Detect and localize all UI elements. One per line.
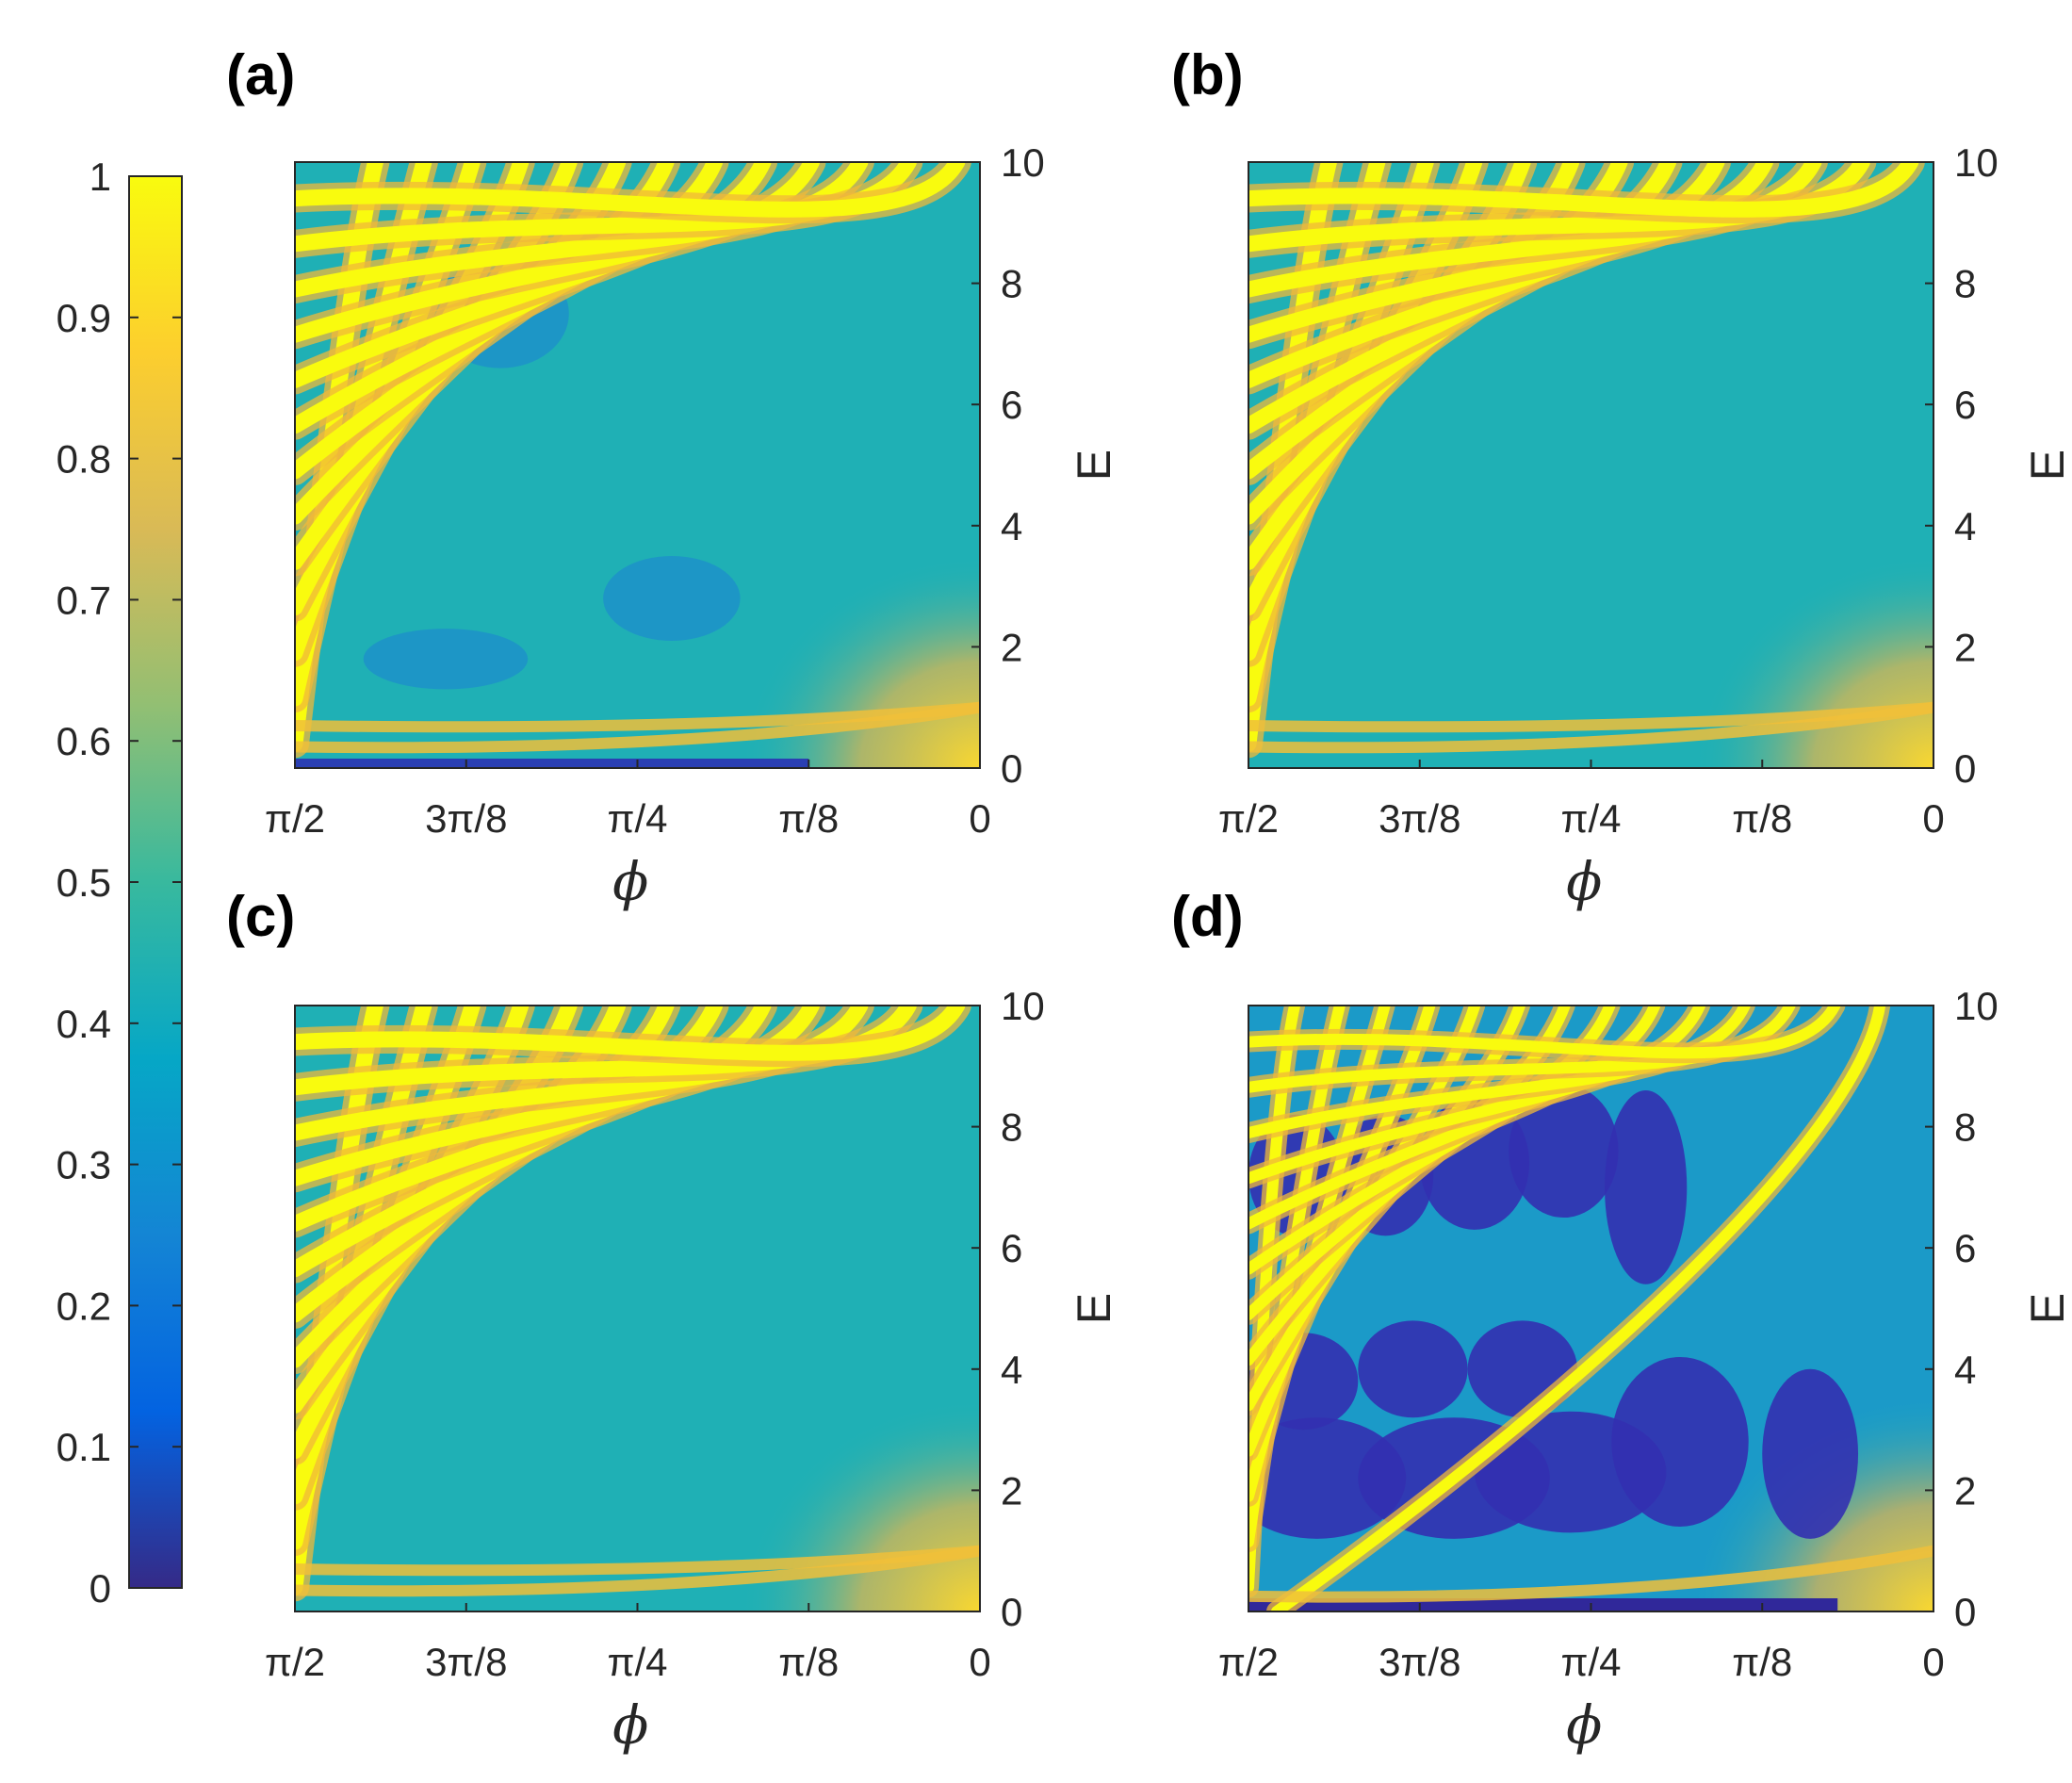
- heatmap-low-region: [363, 629, 529, 690]
- panel-a: (a) π/2 3π/8 π/4 π/8 0 ϕ 0 2 4 6 8 10 E: [226, 43, 1120, 913]
- y-tick-label: 2: [1954, 625, 1976, 669]
- y-tick-label: 6: [1001, 1226, 1022, 1270]
- colorbar-tick-label: 0.5: [57, 860, 111, 905]
- heatmap-band: [1271, 1006, 1886, 1611]
- colorbar-tick-label: 0: [90, 1566, 111, 1611]
- x-tick-label: π/8: [1732, 796, 1792, 841]
- x-tick-label: π/8: [778, 796, 839, 841]
- x-tick-label: π/4: [607, 796, 667, 841]
- y-tick-label: 4: [1954, 1348, 1976, 1392]
- heatmap-low-region: [603, 555, 741, 641]
- y-axis-label: E: [1068, 450, 1120, 481]
- colorbar: 0 0.1 0.2 0.3 0.4 0.5 0.6 0.7 0.8 0.9 1: [57, 155, 183, 1611]
- colorbar-tick-label: 0.4: [57, 1002, 111, 1046]
- heatmap-low-region: [1762, 1368, 1859, 1539]
- heatmap-band: [295, 701, 980, 754]
- panel-label: (a): [226, 43, 295, 106]
- heatmap-band: [295, 162, 966, 218]
- y-tick-label: 2: [1954, 1468, 1976, 1513]
- colorbar-ticks: 0 0.1 0.2 0.3 0.4 0.5 0.6 0.7 0.8 0.9 1: [57, 155, 182, 1611]
- heatmap-low-region: [295, 759, 809, 768]
- y-tick-label: 6: [1954, 1226, 1976, 1270]
- x-tick-label: π/4: [1560, 1640, 1621, 1684]
- panel-b: (b) π/2 3π/8 π/4 π/8 0 ϕ 0 2 4 6 8 10 E: [1171, 43, 2072, 913]
- y-tick-label: 4: [1001, 504, 1022, 548]
- heatmap-low-region: [1358, 1320, 1468, 1418]
- y-axis-label: E: [2021, 1293, 2072, 1324]
- heatmap-image: [295, 162, 980, 768]
- panel-c: (c) π/2 3π/8 π/4 π/8 0 ϕ 0 2 4 6 8 10 E: [226, 885, 1120, 1757]
- x-tick-label: π/2: [1218, 796, 1279, 841]
- x-tick-label: π/4: [607, 1640, 667, 1684]
- x-tick-label: 3π/8: [1379, 1640, 1460, 1684]
- heatmap-image: [295, 1006, 980, 1611]
- x-axis-label: ϕ: [612, 852, 648, 913]
- colorbar-tick-label: 0.1: [57, 1425, 111, 1469]
- y-tick-label: 10: [1001, 140, 1045, 185]
- x-axis-label: ϕ: [1566, 1695, 1602, 1757]
- x-tick-label: 0: [969, 796, 990, 841]
- colorbar-tick-label: 0.9: [57, 296, 111, 340]
- y-tick-label: 0: [1001, 1590, 1022, 1634]
- colorbar-tick-label: 0.3: [57, 1143, 111, 1187]
- x-tick-label: 3π/8: [425, 796, 507, 841]
- x-tick-label: 0: [1922, 1640, 1944, 1684]
- x-axis-label: ϕ: [1566, 852, 1602, 913]
- y-tick-label: 10: [1954, 140, 1999, 185]
- y-tick-label: 0: [1954, 1590, 1976, 1634]
- colorbar-tick-label: 0.6: [57, 719, 111, 763]
- y-tick-label: 2: [1001, 1468, 1022, 1513]
- y-tick-label: 8: [1001, 1105, 1022, 1150]
- y-tick-label: 0: [1954, 746, 1976, 791]
- y-tick-label: 4: [1954, 504, 1976, 548]
- heatmap-low-region: [1611, 1356, 1749, 1527]
- heatmap-image: [1248, 1006, 1933, 1611]
- y-tick-label: 8: [1954, 1105, 1976, 1150]
- x-tick-label: π/2: [265, 796, 325, 841]
- heatmap-low-region: [1605, 1090, 1688, 1284]
- heatmap-band: [1248, 1545, 1933, 1603]
- panel-label: (d): [1171, 885, 1244, 948]
- x-tick-label: 3π/8: [425, 1640, 507, 1684]
- colorbar-tick-label: 0.7: [57, 578, 111, 622]
- x-tick-label: π/4: [1560, 796, 1621, 841]
- x-tick-label: π/2: [265, 1640, 325, 1684]
- x-axis-label: ϕ: [612, 1695, 648, 1757]
- y-tick-label: 10: [1954, 984, 1999, 1028]
- heatmap-band: [295, 1545, 980, 1597]
- x-tick-label: π/8: [1732, 1640, 1792, 1684]
- y-tick-label: 4: [1001, 1348, 1022, 1392]
- x-tick-label: 0: [1922, 796, 1944, 841]
- heatmap-band: [1248, 1006, 1796, 1093]
- y-tick-label: 6: [1954, 383, 1976, 427]
- heatmap-band: [295, 1006, 966, 1061]
- y-tick-label: 6: [1001, 383, 1022, 427]
- y-tick-label: 10: [1001, 984, 1045, 1028]
- y-axis-label: E: [1068, 1293, 1120, 1324]
- y-tick-label: 2: [1001, 625, 1022, 669]
- heatmap-band: [1248, 162, 1919, 218]
- heatmap-band: [1248, 1006, 1751, 1139]
- colorbar-tick-label: 1: [90, 155, 111, 199]
- y-axis-label: E: [2021, 450, 2072, 481]
- colorbar-tick-label: 0.8: [57, 437, 111, 482]
- heatmap-image: [1248, 162, 1933, 768]
- panel-d: (d) π/2 3π/8 π/4 π/8 0 ϕ 0 2 4 6 8 10 E: [1171, 885, 2072, 1757]
- heatmap-low-region: [1509, 1084, 1619, 1219]
- heatmap-band: [1248, 1006, 1841, 1059]
- colorbar-tick-label: 0.2: [57, 1284, 111, 1328]
- heatmap-band: [1248, 701, 1933, 754]
- x-tick-label: 3π/8: [1379, 796, 1460, 841]
- x-tick-label: π/8: [778, 1640, 839, 1684]
- y-tick-label: 0: [1001, 746, 1022, 791]
- heatmap-band: [1248, 1006, 1706, 1185]
- x-tick-label: 0: [969, 1640, 990, 1684]
- panel-label: (b): [1171, 43, 1244, 106]
- heatmap-low-region: [1248, 1417, 1407, 1539]
- x-tick-label: π/2: [1218, 1640, 1279, 1684]
- y-tick-label: 8: [1954, 262, 1976, 306]
- y-tick-label: 8: [1001, 262, 1022, 306]
- panel-label: (c): [226, 885, 295, 948]
